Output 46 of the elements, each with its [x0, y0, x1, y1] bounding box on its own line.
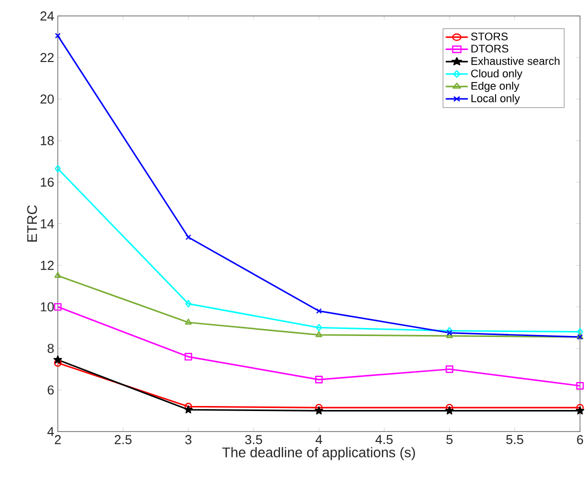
point: [316, 330, 322, 337]
point: [445, 406, 454, 414]
x-tick-label: 4.5: [375, 434, 393, 444]
point: [446, 365, 454, 373]
legend-label: STORS: [471, 32, 508, 40]
point: [576, 406, 584, 414]
point: [576, 382, 584, 390]
legend-label: Local only: [472, 94, 520, 104]
y-tick-label: 20: [40, 94, 54, 104]
legend-label: Exhaustive search: [472, 56, 560, 65]
point: [314, 406, 324, 414]
point: [316, 308, 322, 314]
point: [184, 405, 193, 414]
x-tick-label: 2.5: [114, 434, 132, 444]
y-tick-label: 12: [40, 260, 54, 270]
x-tick-label: 2: [54, 434, 61, 444]
point: [316, 324, 322, 332]
y-tick-label: 8: [48, 344, 54, 353]
x-tick-label: 3: [185, 434, 192, 444]
y-tick-label: 14: [40, 219, 54, 228]
legend-label: Cloud only: [471, 69, 522, 80]
x-tick-label: 5: [446, 434, 453, 444]
x-tick-label: 4: [316, 434, 322, 444]
y-tick-label: 16: [40, 177, 54, 187]
point: [315, 376, 323, 384]
y-axis-title: ETRC: [27, 205, 38, 242]
x-tick-label: 6: [577, 434, 584, 444]
point: [446, 332, 453, 338]
y-tick-label: 22: [40, 52, 54, 62]
legend-label: DTORS: [472, 44, 508, 52]
y-tick-label: 10: [40, 302, 54, 312]
x-tick-label: 5.5: [506, 434, 524, 444]
x-axis-title: The deadline of applications (s): [222, 446, 415, 460]
y-tick-label: 6: [48, 385, 54, 394]
point: [185, 300, 192, 308]
y-tick-label: 4: [47, 426, 54, 436]
y-tick-label: 18: [40, 136, 54, 146]
point: [184, 352, 192, 360]
x-tick-label: 3.5: [245, 434, 262, 444]
point: [186, 234, 192, 240]
y-tick-label: 24: [40, 11, 54, 20]
point: [54, 355, 62, 364]
point: [446, 326, 452, 334]
point: [54, 302, 62, 310]
point: [185, 318, 192, 324]
legend-label: Edge only: [472, 82, 520, 92]
